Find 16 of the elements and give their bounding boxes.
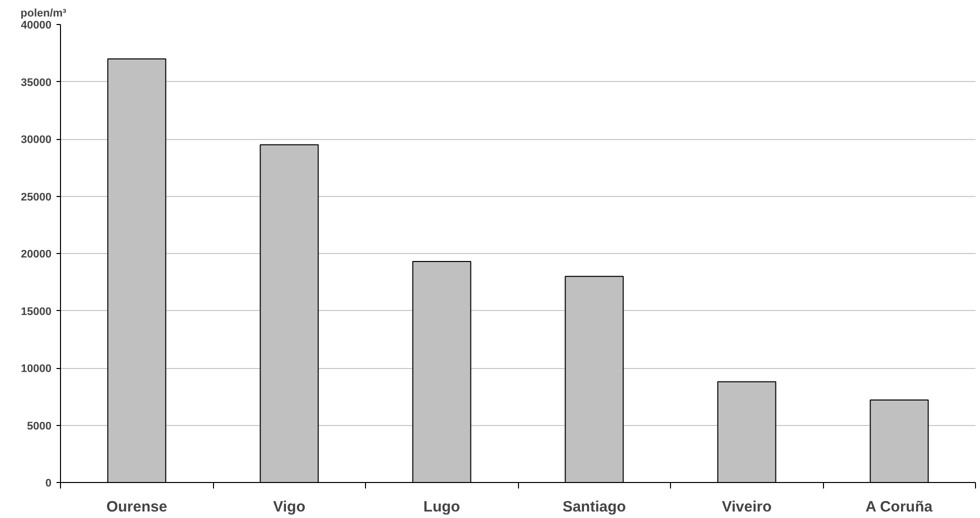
x-tick-label: Santiago <box>562 498 626 516</box>
x-tick-label: Ourense <box>106 498 168 516</box>
x-tick-label: A Coruña <box>866 498 934 516</box>
y-tick-label: 20000 <box>20 248 52 260</box>
y-tick-label: 25000 <box>20 191 52 204</box>
y-tick-label: 35000 <box>20 76 52 89</box>
y-tick-label: 30000 <box>20 134 52 146</box>
y-axis-title: polen/m³ <box>20 8 67 20</box>
x-tick-label: Vigo <box>273 498 306 516</box>
x-tick-label: Lugo <box>423 498 460 516</box>
y-tick-label: 0 <box>45 478 52 490</box>
y-tick-label: 10000 <box>20 363 52 375</box>
y-tick-label: 15000 <box>20 306 52 318</box>
x-tick-label: Viveiro <box>722 498 772 516</box>
y-tick-label: 5000 <box>27 420 52 432</box>
y-tick-label: 40000 <box>20 20 52 32</box>
